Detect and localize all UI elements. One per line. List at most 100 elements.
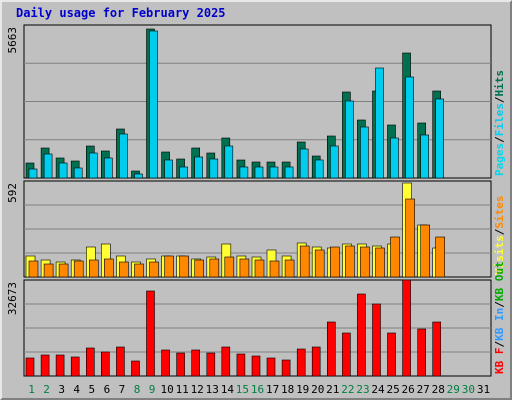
x-tick-label: 12 <box>191 383 204 396</box>
panel-3-bar-kb-f <box>131 360 140 377</box>
legend-item: Sites <box>493 196 506 229</box>
x-tick-label: 9 <box>149 383 156 396</box>
panel-2-bar-sites <box>390 236 400 278</box>
panel-3-bar-kb-f <box>387 332 396 377</box>
panel-2-bar-sites <box>405 198 415 278</box>
panel-2-bar-sites <box>58 263 69 278</box>
panel-2-bar-sites <box>345 245 355 278</box>
panel-3-bar-kb-f <box>357 293 366 377</box>
panel-1-legend: Pages/Files/Hits <box>493 70 506 176</box>
panel-1-bar-files <box>224 145 234 179</box>
panel-2-bar-sites <box>119 261 129 278</box>
x-tick-label: 30 <box>462 383 475 396</box>
panel-2-bar-sites <box>104 258 114 278</box>
panel-3-bar-kb-f <box>176 352 185 377</box>
panel-1-bar-files <box>269 166 279 179</box>
panel-2-bar-sites <box>89 259 99 278</box>
legend-separator: / <box>493 136 506 143</box>
panel-3-bar-kb-f <box>70 356 80 377</box>
panel-1-bar-files <box>390 137 399 179</box>
x-tick-label: 19 <box>296 383 309 396</box>
panel-2-bar-sites <box>269 260 280 278</box>
x-tick-label: 26 <box>401 383 414 396</box>
panel-3-bar-kb-f <box>342 332 351 377</box>
panel-1-ymax-label: 5663 <box>6 27 19 54</box>
panel-3-bar-kb-f <box>206 352 216 377</box>
x-tick-label: 22 <box>341 383 354 396</box>
panel-1-bar-files <box>254 166 264 179</box>
panel-3-bar-kb-f <box>266 357 276 377</box>
legend-separator: / <box>493 228 506 235</box>
panel-1-bar-files <box>104 157 113 179</box>
panel-1-bar-files <box>345 100 354 179</box>
panel-3-ymax-label: 32673 <box>6 282 19 315</box>
panel-3-bar-kb-f <box>251 355 261 377</box>
panel-1-bar-files <box>314 159 324 179</box>
x-tick-label: 13 <box>206 383 219 396</box>
x-tick-label: 4 <box>73 383 80 396</box>
legend-item: KB F <box>493 348 506 375</box>
x-tick-label: 21 <box>326 383 339 396</box>
panel-2-bar-sites <box>299 245 310 278</box>
x-tick-label: 24 <box>371 383 385 396</box>
panel-3-bar-kb-f <box>161 349 170 377</box>
panel-3-bar-kb-f <box>116 346 125 377</box>
x-tick-label: 15 <box>236 383 249 396</box>
x-tick-label: 1 <box>28 383 35 396</box>
panel-1-bar-files <box>209 158 219 179</box>
x-tick-label: 18 <box>281 383 294 396</box>
panel-3-bar-kb-f <box>25 357 35 377</box>
panel-2-bar-sites <box>420 224 431 278</box>
panel-2-bar-sites <box>375 247 385 278</box>
panel-3-bar-kb-f <box>40 354 50 377</box>
panel-2-bar-sites <box>254 259 265 278</box>
panel-1-bar-files <box>329 145 339 179</box>
panel-2-bar-sites <box>28 260 39 278</box>
panel-2-bar-sites <box>134 263 144 278</box>
panel-1-bar-files <box>58 162 68 179</box>
x-tick-label: 29 <box>447 383 460 396</box>
panel-2-bar-sites <box>329 246 340 278</box>
panel-1-bar-files <box>134 173 143 179</box>
chart-title: Daily usage for February 2025 <box>16 6 226 20</box>
panel-2-bar-sites <box>209 258 220 278</box>
panel-2-bar-sites <box>360 246 370 278</box>
panel-3-bar-kb-f <box>432 321 442 377</box>
legend-separator: / <box>493 341 506 348</box>
panel-1-bar-files <box>405 76 414 179</box>
x-tick-label: 25 <box>386 383 399 396</box>
x-tick-label: 5 <box>88 383 95 396</box>
panel-3-legend: KB F/KB In/KB Out <box>493 261 506 374</box>
panel-1-bar-files <box>420 134 430 179</box>
panel-3-bar-kb-f <box>417 328 427 377</box>
legend-item: KB In <box>493 308 506 341</box>
panel-1-bar-files <box>179 166 188 179</box>
legend-item: Hits <box>493 70 506 97</box>
panel-1-bar-files <box>149 30 158 179</box>
panel-2-bar-sites <box>73 260 84 278</box>
x-tick-label: 20 <box>311 383 324 396</box>
legend-separator: / <box>493 301 506 308</box>
panel-2-bar-sites <box>224 256 235 278</box>
panel-1-bar-files <box>239 166 249 179</box>
panel-3-bar-kb-f <box>86 347 95 377</box>
panel-2-bar-sites <box>164 255 174 278</box>
x-tick-label: 8 <box>134 383 141 396</box>
legend-item: Pages <box>493 143 506 176</box>
panel-2-bar-sites <box>284 259 295 278</box>
panel-3-bar-kb-f <box>101 351 110 377</box>
panel-1-bar-files <box>435 98 445 179</box>
panel-3-bar-kb-f <box>326 321 336 377</box>
panel-2-bar-sites <box>149 261 159 278</box>
legend-item: Files <box>493 103 506 136</box>
panel-2-bar-sites <box>239 258 250 278</box>
panel-1-bar-files <box>284 166 294 179</box>
panel-2-bar-sites <box>314 249 325 278</box>
panel-1-bar-files <box>164 159 173 179</box>
panel-1-bar-files <box>43 153 53 179</box>
panel-1-bar-files <box>375 67 384 179</box>
panel-1-bar-files <box>28 168 38 179</box>
panel-3-bar-kb-f <box>311 346 321 377</box>
panel-2-bar-sites <box>179 255 189 278</box>
